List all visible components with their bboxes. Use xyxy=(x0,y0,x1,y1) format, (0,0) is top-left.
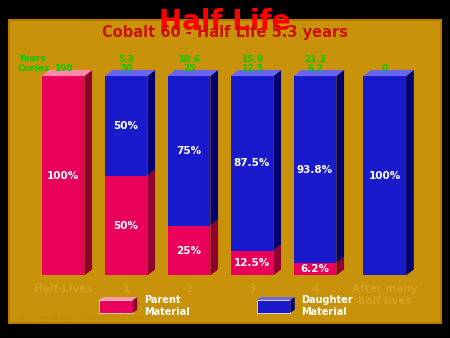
FancyBboxPatch shape xyxy=(231,250,274,275)
Text: 6.2%: 6.2% xyxy=(301,264,329,274)
Text: Daughter
Material: Daughter Material xyxy=(302,295,353,317)
Text: Half-Lives: Half-Lives xyxy=(34,284,92,294)
Text: 50%: 50% xyxy=(113,121,139,131)
Text: 5.3: 5.3 xyxy=(118,55,134,64)
FancyBboxPatch shape xyxy=(105,76,148,176)
Polygon shape xyxy=(337,70,344,263)
Text: 100: 100 xyxy=(54,64,72,73)
Text: 25%: 25% xyxy=(176,245,202,256)
Text: 4: 4 xyxy=(311,284,319,294)
Text: 21.2: 21.2 xyxy=(304,55,326,64)
Text: 100%: 100% xyxy=(47,171,79,181)
Text: Half Life: Half Life xyxy=(159,8,291,37)
Polygon shape xyxy=(274,70,281,250)
Text: 50%: 50% xyxy=(113,221,139,231)
Text: Curies: Curies xyxy=(18,64,50,73)
Text: Courtesy of Digital Research & Development: Courtesy of Digital Research & Developme… xyxy=(18,315,175,321)
Text: 15.9: 15.9 xyxy=(241,55,263,64)
Text: 3: 3 xyxy=(248,284,256,294)
Polygon shape xyxy=(364,70,414,76)
Text: 10.6: 10.6 xyxy=(178,55,200,64)
FancyBboxPatch shape xyxy=(293,263,337,275)
Polygon shape xyxy=(406,70,414,275)
Text: 0: 0 xyxy=(382,64,388,73)
Text: 12.5%: 12.5% xyxy=(234,258,270,268)
Polygon shape xyxy=(290,297,295,313)
Text: 25: 25 xyxy=(183,64,195,73)
Text: 12.5: 12.5 xyxy=(241,64,263,73)
FancyBboxPatch shape xyxy=(9,20,441,323)
Polygon shape xyxy=(167,70,218,76)
Polygon shape xyxy=(148,70,155,176)
FancyBboxPatch shape xyxy=(167,76,211,226)
FancyBboxPatch shape xyxy=(293,76,337,263)
Text: 75%: 75% xyxy=(176,146,202,156)
Polygon shape xyxy=(211,70,218,226)
FancyBboxPatch shape xyxy=(99,300,133,313)
FancyBboxPatch shape xyxy=(167,226,211,275)
Text: 2: 2 xyxy=(185,284,193,294)
Text: Years: Years xyxy=(18,53,45,63)
Text: 1: 1 xyxy=(122,284,130,294)
FancyBboxPatch shape xyxy=(364,76,406,275)
Text: Cobalt 60 - Half Life 5.3 years: Cobalt 60 - Half Life 5.3 years xyxy=(102,25,348,40)
Text: 93.8%: 93.8% xyxy=(297,165,333,175)
Text: 87.5%: 87.5% xyxy=(234,158,270,168)
Text: After many
half lives: After many half lives xyxy=(352,284,418,306)
FancyBboxPatch shape xyxy=(231,76,274,250)
Polygon shape xyxy=(99,297,137,300)
FancyBboxPatch shape xyxy=(105,176,148,275)
FancyBboxPatch shape xyxy=(256,300,290,313)
Polygon shape xyxy=(211,220,218,275)
Text: Parent
Material: Parent Material xyxy=(144,295,190,317)
Polygon shape xyxy=(337,257,344,275)
Text: 50: 50 xyxy=(120,64,132,73)
Polygon shape xyxy=(133,297,137,313)
Polygon shape xyxy=(256,297,295,300)
Polygon shape xyxy=(274,244,281,275)
Polygon shape xyxy=(293,70,344,76)
FancyBboxPatch shape xyxy=(42,76,85,275)
Text: 6.2: 6.2 xyxy=(307,64,323,73)
Polygon shape xyxy=(148,170,155,275)
Polygon shape xyxy=(42,70,92,76)
Text: 100%: 100% xyxy=(369,171,401,181)
Polygon shape xyxy=(231,70,281,76)
Polygon shape xyxy=(85,70,92,275)
Polygon shape xyxy=(105,70,155,76)
